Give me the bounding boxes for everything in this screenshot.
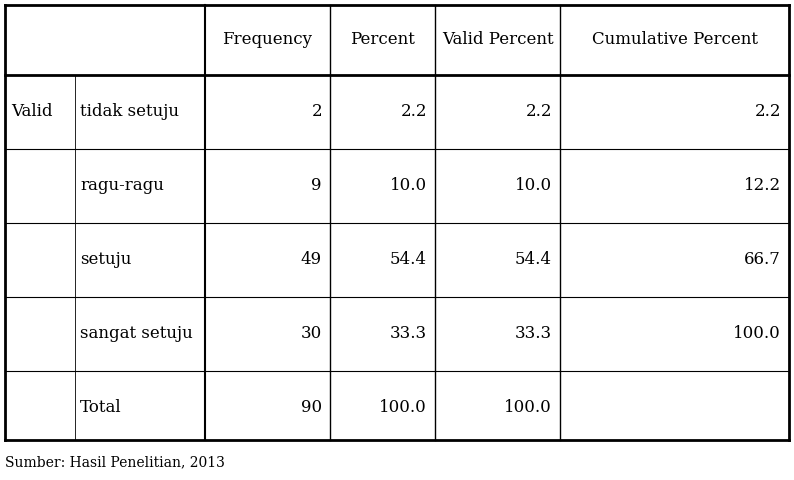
Text: Sumber: Hasil Penelitian, 2013: Sumber: Hasil Penelitian, 2013	[5, 455, 225, 469]
Text: 90: 90	[301, 399, 322, 417]
Text: 2.2: 2.2	[400, 104, 427, 120]
Text: 33.3: 33.3	[515, 325, 552, 343]
Text: Percent: Percent	[350, 32, 415, 48]
Text: 2.2: 2.2	[754, 104, 781, 120]
Text: 66.7: 66.7	[744, 252, 781, 268]
Text: 2: 2	[311, 104, 322, 120]
Text: setuju: setuju	[80, 252, 131, 268]
Text: Valid Percent: Valid Percent	[441, 32, 553, 48]
Text: ragu-ragu: ragu-ragu	[80, 178, 164, 194]
Text: 100.0: 100.0	[380, 399, 427, 417]
Text: 10.0: 10.0	[515, 178, 552, 194]
Text: 49: 49	[301, 252, 322, 268]
Text: 54.4: 54.4	[390, 252, 427, 268]
Text: 100.0: 100.0	[733, 325, 781, 343]
Text: 9: 9	[311, 178, 322, 194]
Text: Total: Total	[80, 399, 121, 417]
Text: sangat setuju: sangat setuju	[80, 325, 193, 343]
Text: 54.4: 54.4	[515, 252, 552, 268]
Text: 12.2: 12.2	[744, 178, 781, 194]
Text: Frequency: Frequency	[222, 32, 313, 48]
Text: 33.3: 33.3	[390, 325, 427, 343]
Text: 10.0: 10.0	[390, 178, 427, 194]
Text: tidak setuju: tidak setuju	[80, 104, 179, 120]
Text: Cumulative Percent: Cumulative Percent	[592, 32, 757, 48]
Text: Valid: Valid	[11, 104, 52, 120]
Text: 30: 30	[301, 325, 322, 343]
Text: 2.2: 2.2	[526, 104, 552, 120]
Text: 100.0: 100.0	[504, 399, 552, 417]
